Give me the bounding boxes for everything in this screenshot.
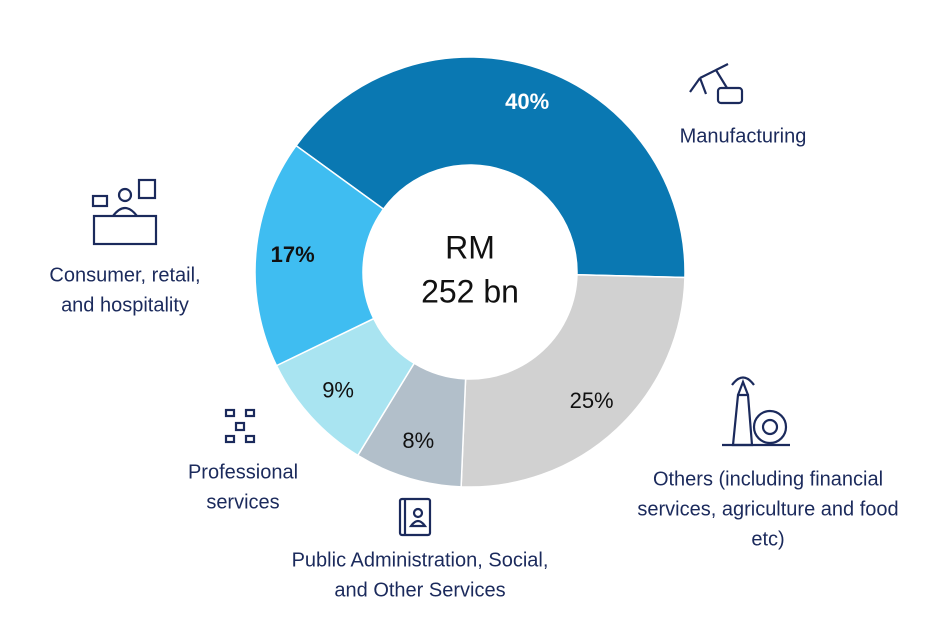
public-icon <box>398 497 432 537</box>
manufacturing-icon <box>689 63 744 105</box>
category-label: etc) <box>751 528 784 550</box>
donut-segment <box>254 144 385 367</box>
category-label: Consumer, retail, <box>49 264 200 286</box>
category-label: and Other Services <box>334 579 505 601</box>
value-label: 9% <box>322 377 354 402</box>
category-label: Professional <box>188 461 298 483</box>
category-label: and hospitality <box>61 294 189 316</box>
category-label: services, agriculture and food <box>637 498 898 520</box>
center-label: 252 bn <box>421 273 519 309</box>
donut-segment <box>460 273 686 488</box>
value-label: 8% <box>402 428 434 453</box>
category-label: Public Administration, Social, <box>292 549 549 571</box>
others-icon <box>722 376 790 447</box>
value-label: 40% <box>505 89 549 114</box>
consumer-icon <box>91 178 158 246</box>
value-label: 25% <box>570 388 614 413</box>
center-label: RM <box>445 229 495 265</box>
category-label: Others (including financial <box>653 468 883 490</box>
category-label: Manufacturing <box>680 125 807 147</box>
professional-icon <box>224 408 256 444</box>
value-label: 17% <box>271 242 315 267</box>
category-label: services <box>206 491 279 513</box>
donut-segment <box>295 56 686 279</box>
